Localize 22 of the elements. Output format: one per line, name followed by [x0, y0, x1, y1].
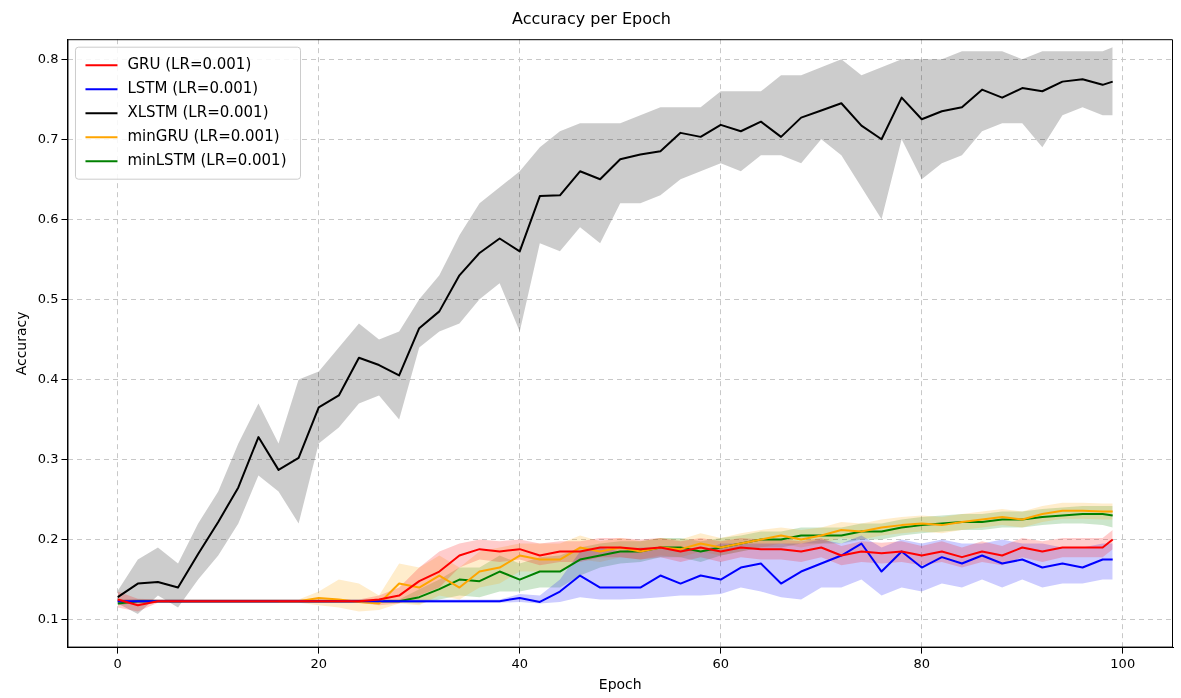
- legend-label: GRU (LR=0.001): [127, 55, 252, 74]
- y-tick-label: 0.8: [37, 50, 59, 66]
- y-tick-label: 0.4: [37, 370, 59, 386]
- y-tick-label: 0.7: [37, 130, 59, 146]
- legend-label: LSTM (LR=0.001): [127, 79, 259, 98]
- x-axis-title: Epoch: [598, 676, 642, 693]
- y-tick-label: 0.6: [37, 210, 59, 226]
- legend-label: XLSTM (LR=0.001): [127, 103, 269, 122]
- y-axis-title: Accuracy: [13, 311, 30, 376]
- y-tick-label: 0.3: [37, 450, 59, 466]
- x-tick-label: 80: [913, 655, 931, 671]
- x-tick-label: 20: [310, 655, 327, 671]
- y-tick-label: 0.2: [37, 530, 59, 546]
- x-tick-label: 40: [511, 655, 529, 671]
- chart-title: Accuracy per Epoch: [512, 8, 671, 28]
- y-tick-label: 0.1: [37, 610, 59, 626]
- y-tick-label: 0.5: [37, 290, 59, 306]
- legend-label: minLSTM (LR=0.001): [127, 151, 287, 170]
- x-tick-label: 60: [712, 655, 730, 671]
- x-tick-label: 0: [113, 655, 122, 671]
- legend-label: minGRU (LR=0.001): [127, 127, 280, 146]
- x-tick-label: 100: [1110, 655, 1136, 671]
